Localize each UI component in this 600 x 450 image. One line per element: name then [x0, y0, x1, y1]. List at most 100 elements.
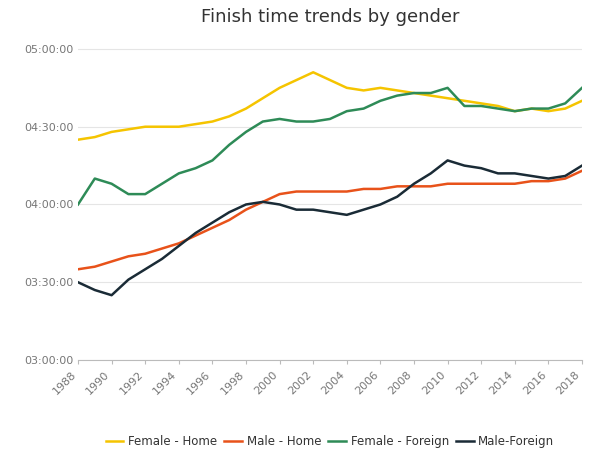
Male - Home — [310, 189, 317, 194]
Female - Home — [108, 129, 115, 135]
Female - Home — [494, 104, 502, 109]
Female - Home — [209, 119, 216, 124]
Male - Home — [226, 217, 233, 223]
Female - Foreign — [326, 116, 334, 122]
Female - Home — [158, 124, 166, 130]
Male - Home — [410, 184, 418, 189]
Line: Female - Home: Female - Home — [78, 72, 582, 140]
Male-Foreign — [427, 171, 434, 176]
Male - Home — [343, 189, 350, 194]
Male-Foreign — [259, 199, 266, 205]
Male - Home — [478, 181, 485, 186]
Male-Foreign — [91, 287, 98, 292]
Male-Foreign — [360, 207, 367, 212]
Male-Foreign — [545, 176, 552, 181]
Male - Home — [545, 179, 552, 184]
Male - Home — [394, 184, 401, 189]
Female - Home — [142, 124, 149, 130]
Female - Foreign — [461, 104, 468, 109]
Female - Foreign — [276, 116, 283, 122]
Female - Foreign — [209, 158, 216, 163]
Male - Home — [326, 189, 334, 194]
Male-Foreign — [125, 277, 132, 282]
Male-Foreign — [242, 202, 250, 207]
Female - Foreign — [91, 176, 98, 181]
Male-Foreign — [461, 163, 468, 168]
Male-Foreign — [444, 158, 451, 163]
Female - Foreign — [377, 98, 384, 104]
Female - Home — [394, 88, 401, 93]
Male-Foreign — [226, 210, 233, 215]
Female - Home — [242, 106, 250, 111]
Female - Home — [293, 77, 300, 83]
Male-Foreign — [209, 220, 216, 225]
Male-Foreign — [158, 256, 166, 261]
Female - Home — [528, 106, 535, 111]
Line: Female - Foreign: Female - Foreign — [78, 88, 582, 204]
Female - Foreign — [242, 129, 250, 135]
Female - Home — [578, 98, 586, 104]
Male - Home — [125, 254, 132, 259]
Male-Foreign — [562, 173, 569, 179]
Male-Foreign — [343, 212, 350, 217]
Male - Home — [444, 181, 451, 186]
Male - Home — [461, 181, 468, 186]
Female - Foreign — [158, 181, 166, 186]
Female - Foreign — [192, 166, 199, 171]
Female - Foreign — [578, 85, 586, 90]
Female - Home — [276, 85, 283, 90]
Male - Home — [108, 259, 115, 264]
Female - Home — [310, 70, 317, 75]
Female - Foreign — [125, 191, 132, 197]
Female - Foreign — [478, 104, 485, 109]
Male-Foreign — [192, 230, 199, 236]
Female - Foreign — [427, 90, 434, 96]
Female - Foreign — [310, 119, 317, 124]
Male - Home — [142, 251, 149, 256]
Female - Home — [562, 106, 569, 111]
Male-Foreign — [326, 210, 334, 215]
Female - Foreign — [108, 181, 115, 186]
Male-Foreign — [377, 202, 384, 207]
Male - Home — [377, 186, 384, 192]
Male-Foreign — [74, 279, 82, 285]
Female - Home — [360, 88, 367, 93]
Female - Home — [226, 114, 233, 119]
Male - Home — [91, 264, 98, 270]
Female - Home — [175, 124, 182, 130]
Female - Home — [427, 93, 434, 98]
Female - Home — [192, 122, 199, 127]
Female - Home — [326, 77, 334, 83]
Female - Foreign — [444, 85, 451, 90]
Male-Foreign — [410, 181, 418, 186]
Male - Home — [175, 241, 182, 246]
Male - Home — [158, 246, 166, 251]
Male-Foreign — [394, 194, 401, 199]
Male - Home — [528, 179, 535, 184]
Female - Home — [478, 101, 485, 106]
Female - Home — [74, 137, 82, 142]
Female - Home — [511, 108, 518, 114]
Male - Home — [259, 199, 266, 205]
Female - Foreign — [410, 90, 418, 96]
Female - Foreign — [74, 202, 82, 207]
Male-Foreign — [578, 163, 586, 168]
Male-Foreign — [142, 266, 149, 272]
Male-Foreign — [511, 171, 518, 176]
Female - Home — [125, 126, 132, 132]
Male - Home — [242, 207, 250, 212]
Male - Home — [578, 168, 586, 174]
Female - Home — [410, 90, 418, 96]
Male - Home — [511, 181, 518, 186]
Male - Home — [360, 186, 367, 192]
Male - Home — [192, 233, 199, 238]
Female - Foreign — [528, 106, 535, 111]
Female - Foreign — [293, 119, 300, 124]
Male-Foreign — [276, 202, 283, 207]
Female - Foreign — [394, 93, 401, 98]
Female - Home — [343, 85, 350, 90]
Female - Foreign — [545, 106, 552, 111]
Male-Foreign — [528, 173, 535, 179]
Female - Foreign — [259, 119, 266, 124]
Line: Male - Home: Male - Home — [78, 171, 582, 269]
